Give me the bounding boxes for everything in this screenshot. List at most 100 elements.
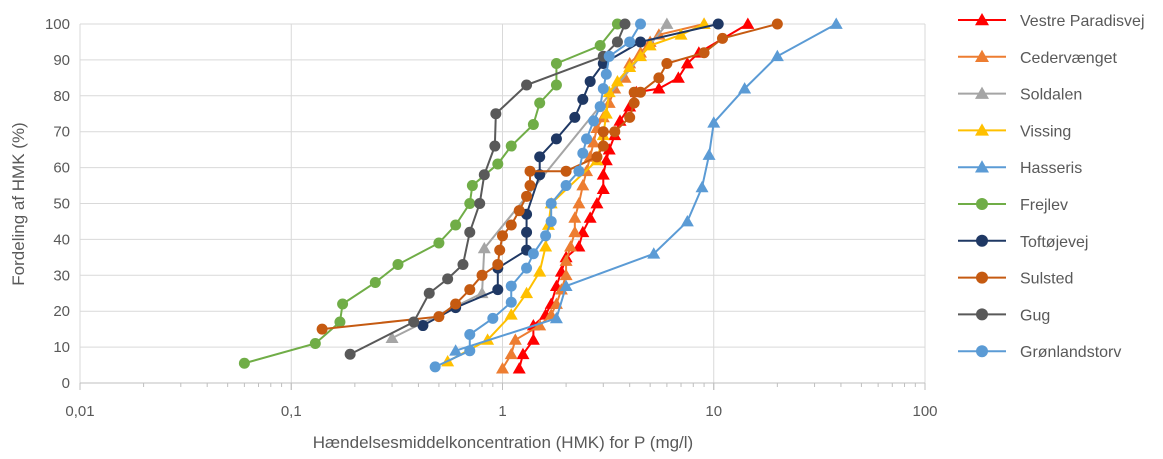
- data-point: [829, 17, 843, 29]
- series-5: [238, 18, 623, 369]
- data-point: [433, 237, 445, 249]
- legend-marker: [975, 160, 989, 173]
- data-point: [408, 316, 420, 328]
- data-point: [423, 287, 435, 299]
- data-point: [680, 214, 694, 227]
- y-tick-label: 10: [53, 339, 70, 356]
- data-point: [594, 40, 606, 52]
- data-point: [569, 111, 581, 123]
- data-point: [581, 133, 593, 145]
- y-tick-label: 20: [53, 303, 70, 320]
- y-tick-label: 40: [53, 231, 70, 248]
- series-line: [422, 23, 719, 327]
- data-point: [611, 18, 623, 30]
- data-point: [450, 298, 462, 310]
- y-tick-label: 70: [53, 124, 70, 141]
- data-point: [492, 259, 504, 271]
- y-tick-label: 60: [53, 160, 70, 177]
- data-point: [334, 316, 346, 328]
- x-tick-label: 0,01: [65, 403, 94, 420]
- data-point: [512, 362, 526, 374]
- data-point: [602, 96, 616, 108]
- data-point: [577, 93, 589, 105]
- data-point: [597, 140, 609, 152]
- data-point: [634, 18, 646, 30]
- data-point: [712, 18, 724, 30]
- data-point: [610, 74, 624, 87]
- data-point: [549, 311, 563, 324]
- y-tick-label: 100: [45, 16, 70, 33]
- data-point: [474, 198, 486, 209]
- data-point: [583, 211, 597, 223]
- data-point: [505, 280, 517, 292]
- data-point: [487, 312, 499, 324]
- data-point: [602, 143, 616, 155]
- legend-item: Vestre Paradisvej: [958, 13, 1145, 30]
- data-point: [591, 151, 603, 163]
- legend-label: Soldalen: [1020, 87, 1082, 104]
- data-point: [504, 347, 518, 360]
- data-point: [623, 60, 637, 72]
- legend-item: Sulsted: [958, 271, 1073, 288]
- data-point: [539, 240, 553, 252]
- data-point: [466, 180, 478, 192]
- data-point: [505, 140, 517, 152]
- data-point: [559, 279, 573, 291]
- legend-marker: [975, 86, 989, 99]
- data-point: [492, 284, 504, 296]
- data-point: [521, 262, 533, 274]
- data-point: [716, 32, 728, 44]
- data-point: [698, 47, 710, 59]
- data-point: [628, 97, 640, 109]
- y-axis-title: Fordeling af HMK (%): [9, 122, 28, 285]
- data-point: [611, 36, 623, 48]
- data-point: [660, 17, 674, 29]
- data-point: [599, 153, 613, 166]
- data-point: [369, 276, 381, 288]
- data-point: [527, 119, 539, 131]
- data-point: [695, 180, 709, 193]
- data-point: [534, 97, 546, 109]
- data-point: [600, 68, 612, 80]
- data-point: [602, 85, 616, 98]
- data-point: [652, 82, 666, 94]
- y-tick-label: 80: [53, 88, 70, 105]
- data-point: [505, 219, 517, 231]
- y-tick-label: 30: [53, 267, 70, 284]
- legend-item: Grønlandstorv: [958, 344, 1121, 361]
- data-point: [417, 320, 429, 332]
- data-point: [550, 133, 562, 145]
- data-point: [520, 286, 534, 299]
- data-point: [577, 147, 589, 159]
- legend-marker: [976, 345, 988, 358]
- data-point: [587, 135, 601, 148]
- data-point: [643, 39, 657, 51]
- legend-item: Hasseris: [958, 160, 1082, 177]
- data-point: [624, 36, 636, 48]
- data-point: [590, 197, 604, 209]
- data-point: [521, 226, 533, 238]
- data-point: [457, 259, 469, 271]
- data-point: [524, 180, 536, 192]
- series-line: [322, 23, 778, 331]
- series-group: [238, 17, 843, 374]
- legend-label: Vestre Paradisvej: [1020, 13, 1145, 30]
- legend-item: Frejlev: [958, 197, 1068, 214]
- data-point: [497, 230, 508, 242]
- data-point: [624, 111, 636, 123]
- data-point: [545, 215, 557, 227]
- x-tick-label: 1: [498, 403, 506, 420]
- data-point: [392, 259, 404, 271]
- data-point: [576, 179, 590, 191]
- legend-label: Frejlev: [1020, 197, 1068, 214]
- data-point: [647, 247, 661, 259]
- legend-label: Sulsted: [1020, 271, 1073, 288]
- data-point: [671, 71, 685, 83]
- data-point: [464, 345, 476, 357]
- series-line: [434, 23, 642, 368]
- data-point: [550, 79, 562, 91]
- data-point: [594, 101, 606, 113]
- data-point: [597, 126, 609, 138]
- legend-marker: [975, 13, 989, 26]
- series-7: [316, 18, 783, 335]
